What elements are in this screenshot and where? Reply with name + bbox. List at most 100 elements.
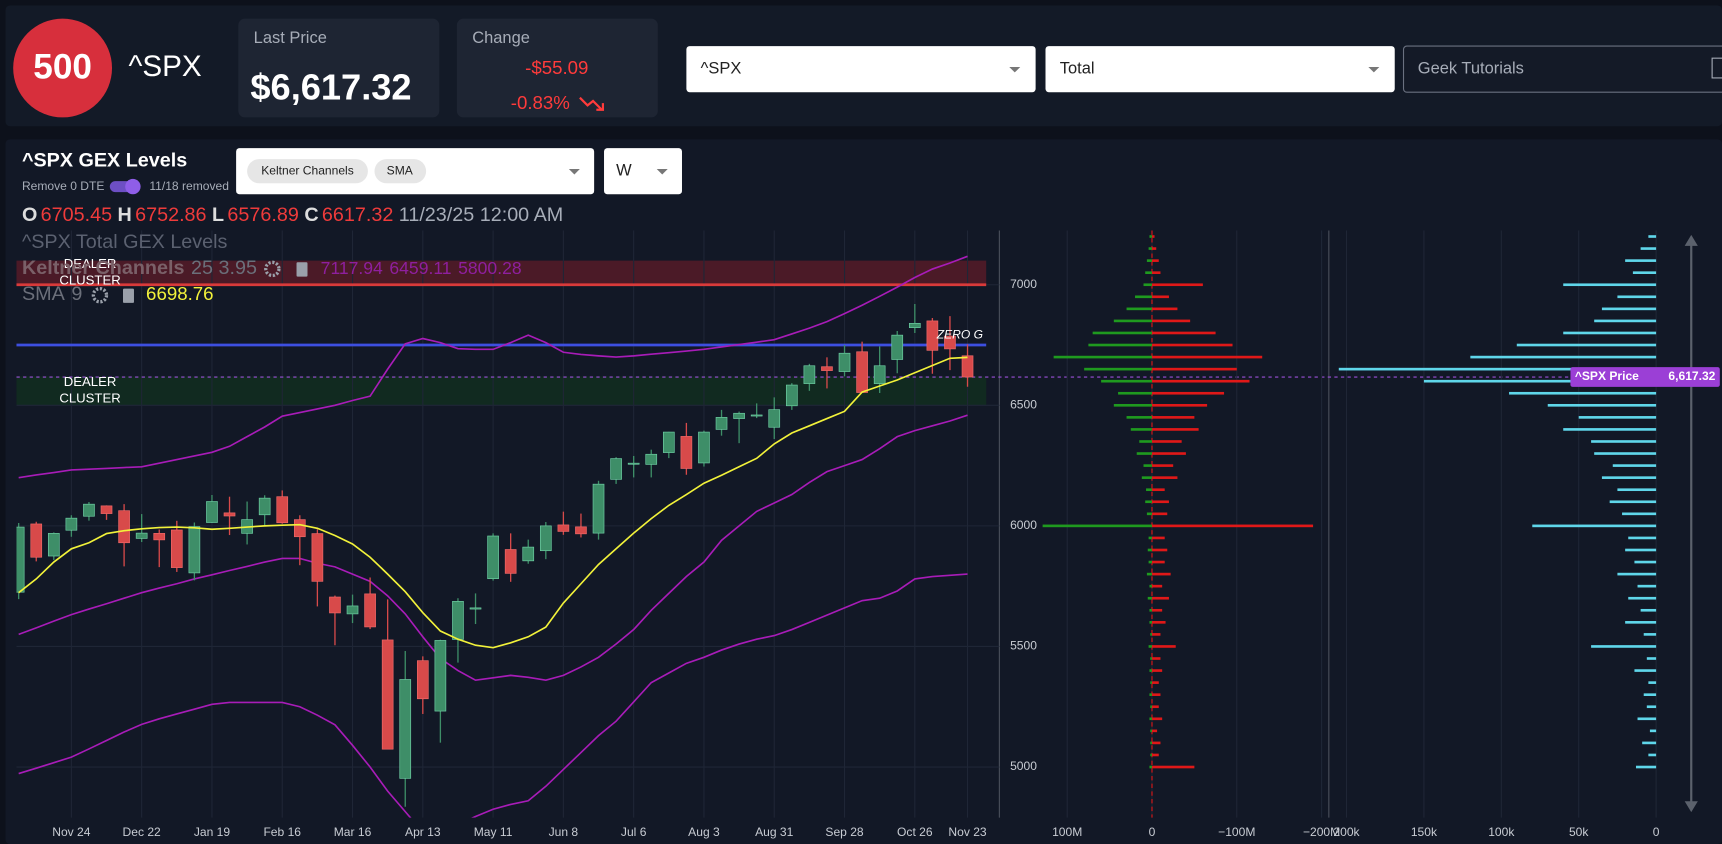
dealer-band — [16, 376, 987, 406]
legend-value: 7117.94 — [321, 258, 383, 278]
price-tag — [1570, 367, 1720, 387]
symbol: ^SPX — [128, 50, 201, 83]
bar — [1151, 596, 1169, 600]
bar — [1148, 247, 1152, 250]
bar — [1148, 645, 1152, 648]
interval-select[interactable] — [604, 148, 682, 195]
bar — [1151, 669, 1163, 672]
candle-body — [575, 526, 587, 535]
tutorials-text: Geek Tutorials — [1418, 59, 1524, 77]
candle-body — [539, 525, 552, 552]
candle-body — [908, 322, 921, 328]
bar — [1625, 621, 1657, 624]
bar — [1136, 452, 1152, 455]
bar — [1150, 741, 1152, 745]
x-tick-label: May 11 — [474, 825, 513, 839]
caret — [1368, 66, 1380, 73]
price-tag-value: 6,617.32 — [1668, 369, 1715, 383]
bar — [1149, 235, 1152, 238]
candle-body — [821, 366, 833, 371]
candle-body — [83, 503, 95, 517]
candle-body — [30, 523, 43, 558]
bar — [1141, 476, 1152, 479]
candle-body — [206, 501, 218, 523]
bar — [1151, 283, 1203, 287]
bar — [1101, 379, 1152, 383]
bar — [1612, 464, 1657, 467]
x-tick-label: Aug 3 — [688, 825, 720, 839]
bar — [1151, 343, 1233, 347]
candle-body — [153, 533, 166, 541]
bar — [1053, 355, 1152, 359]
caret — [568, 169, 580, 175]
bar — [1637, 717, 1657, 721]
y-tick-label: 7000 — [1010, 277, 1037, 291]
ohlc-value: 6576.89 — [227, 204, 298, 226]
candle-body — [803, 365, 816, 384]
band-label: CLUSTER — [59, 391, 120, 406]
x-tick-label: Oct 26 — [897, 825, 933, 839]
candle-body — [399, 679, 412, 779]
bar — [1423, 379, 1657, 383]
legend-value: 5800.28 — [458, 258, 521, 278]
bar — [1113, 403, 1152, 407]
legend-name: Keltner Channels — [22, 257, 184, 279]
overlay-line — [18, 356, 968, 649]
type-select[interactable] — [1045, 46, 1395, 93]
bar — [1150, 657, 1152, 660]
logo — [13, 18, 113, 118]
candle-body — [258, 497, 271, 516]
candle-body — [698, 431, 710, 464]
symbol-select[interactable] — [686, 46, 1036, 93]
bar — [1646, 705, 1657, 709]
bar — [1151, 548, 1168, 552]
change-box — [456, 18, 658, 118]
candle-body — [768, 409, 781, 428]
x-tick-label: −200M — [1303, 825, 1340, 839]
bar — [1147, 596, 1152, 600]
candle-body — [434, 640, 447, 712]
candle-body — [662, 431, 675, 453]
bar — [1126, 307, 1152, 311]
bar — [1516, 343, 1657, 347]
candle-body — [118, 510, 130, 544]
x-tick-label: Jul 6 — [621, 825, 647, 839]
bar — [1151, 524, 1314, 528]
x-tick-label: Aug 31 — [755, 825, 794, 839]
candle-body — [873, 365, 886, 384]
legend-title: ^SPX Total GEX Levels — [22, 231, 228, 253]
bar — [1150, 753, 1152, 757]
chart-title: ^SPX GEX Levels — [22, 150, 187, 172]
bar — [1042, 524, 1152, 528]
bar — [1145, 500, 1152, 504]
bar — [1151, 572, 1171, 576]
bar — [1151, 428, 1199, 431]
trash-icon[interactable] — [123, 288, 134, 303]
toggle-knob[interactable] — [125, 178, 141, 195]
chip-text: SMA — [387, 163, 414, 177]
gear-icon[interactable] — [91, 287, 109, 304]
bar — [1628, 536, 1657, 540]
candle-body — [838, 352, 851, 372]
bar — [1146, 488, 1152, 492]
chip[interactable] — [374, 159, 427, 184]
bar — [1648, 753, 1657, 757]
bar — [1148, 536, 1152, 540]
y-tick-label: 6500 — [1010, 397, 1037, 411]
bar — [1145, 271, 1152, 274]
band-label: DEALER — [64, 256, 117, 271]
bar — [1151, 271, 1161, 274]
candle-body — [610, 458, 622, 480]
legend-keltner-values: 7117.94 6459.11 5800.28 — [321, 258, 522, 278]
bar — [1509, 391, 1657, 395]
chip[interactable] — [247, 159, 368, 184]
bar — [1640, 608, 1657, 612]
bar — [1151, 753, 1159, 757]
ohlc-value: 6617.32 — [322, 204, 393, 226]
trash-icon[interactable] — [296, 262, 308, 277]
bar — [1637, 584, 1657, 588]
candle-body — [733, 412, 745, 419]
bar — [1151, 741, 1161, 745]
tutorials-select[interactable] — [1402, 45, 1722, 93]
bar — [1591, 440, 1657, 443]
